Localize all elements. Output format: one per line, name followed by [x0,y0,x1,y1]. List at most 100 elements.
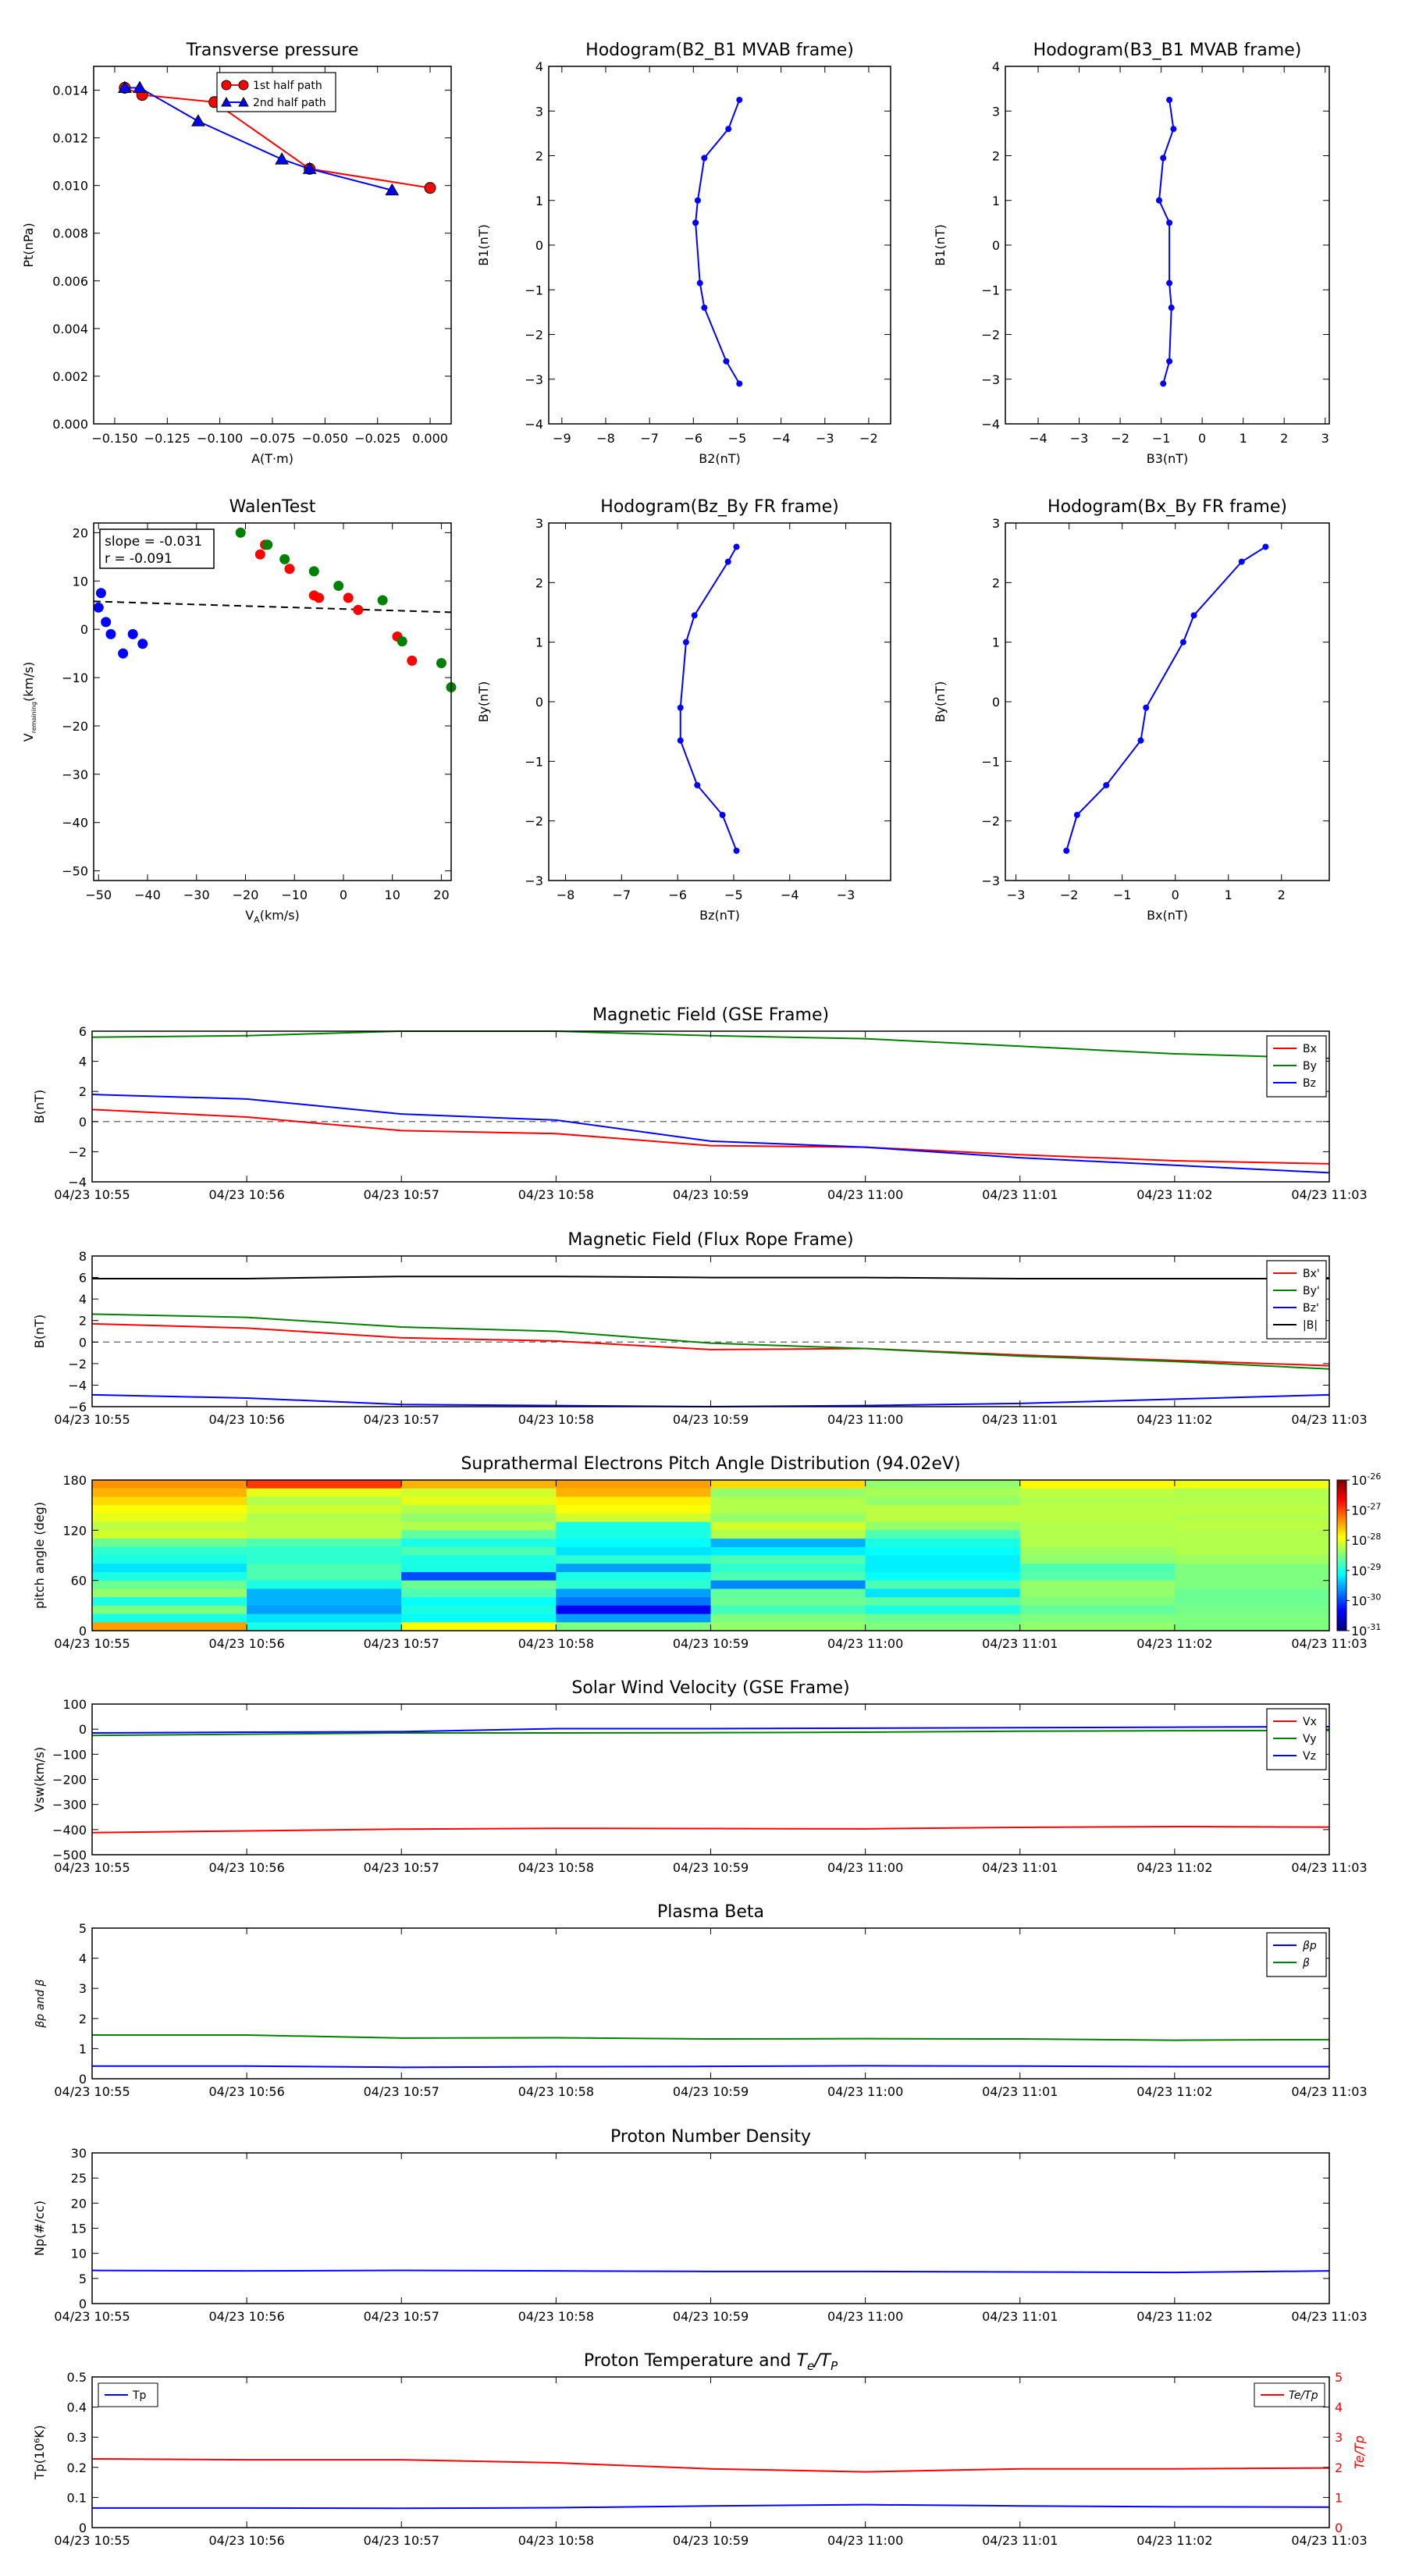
plot-frame [91,1927,1330,2080]
series-line-Tp [92,2503,1330,2510]
x-tick-label: 04/23 11:02 [1136,2309,1212,2324]
colorbar-segment [1337,1542,1346,1546]
heatmap-cell [401,1513,557,1523]
heatmap-cell [92,1546,247,1556]
y-tick-label: 2 [535,149,543,164]
series-line-Te/Tp [91,2457,1330,2473]
heatmap-cell [1019,1480,1176,1489]
x-tick-label: −0.025 [354,431,400,446]
colorbar-base: 10 [1351,1473,1367,1488]
heatmap-cell [1174,1521,1330,1531]
colorbar-segment [1337,1621,1346,1624]
heatmap-cell [556,1614,711,1623]
heatmap-cell [401,1555,557,1564]
legend-label: 2nd half path [253,97,326,109]
data-point [1238,558,1245,565]
colorbar-segment [1337,1625,1346,1629]
y-tick-label: 5 [79,1921,87,1936]
x-tick-label: 04/23 10:56 [208,1412,284,1427]
chart-title: WalenTest [229,497,316,517]
data-point [733,543,740,550]
colorbar-segment [1337,1500,1346,1503]
y-tick-label: −20 [62,719,88,734]
heatmap-cell [865,1555,1021,1564]
legend-label: 1st half path [253,80,322,92]
chart-title: Transverse pressure [186,41,359,60]
y-tick-label: 180 [62,1473,87,1488]
data-point [279,553,290,564]
chart-bgse: Magnetic Field (GSE Frame) −4 −2 0 2 4 6 04/23 … [32,1005,1368,1202]
y-tick-label: 0 [992,238,1000,253]
heatmap-cell [865,1521,1021,1531]
y-tick-label: 30 [71,2146,87,2161]
chart-hodo4: Hodogram(Bx_By FR frame) −3 −2 −1 0 1 2 3 −3 −2 −1… [933,497,1330,923]
colorbar-segment [1337,1557,1346,1561]
y-tick-label: −3 [525,372,543,387]
x-tick-label: 04/23 10:59 [673,1860,749,1875]
colorbar-segment [1337,1615,1346,1619]
plot-frame [93,522,452,881]
data-point [692,219,699,226]
colorbar-segment [1337,1567,1346,1571]
heatmap-cell [1174,1539,1330,1548]
legend-label: Vx [1303,1716,1317,1728]
heatmap-cell [247,1530,402,1539]
y-tick-label: −1 [981,754,1000,769]
x-axis-label: Bz(nT) [699,908,740,923]
heatmap-cell [92,1480,247,1489]
legend-label: By' [1303,1285,1320,1297]
plot-frame [548,522,891,881]
x-tick-label: 0 [1172,888,1179,902]
heatmap-cell [865,1539,1021,1548]
x-tick-label: 04/23 10:56 [208,1187,284,1202]
y-axis-label-text: By(nT) [476,681,491,723]
x-tick-label: −7 [640,431,659,446]
heatmap-cell [92,1521,247,1531]
heatmap-cell [556,1597,711,1606]
heatmap-cell [710,1614,866,1623]
heatmap-cell [1019,1564,1176,1573]
heatmap-cell [710,1505,866,1514]
series-line-Vz [91,1725,1330,1734]
heatmap-cell [865,1580,1021,1589]
x-tick-label: 04/23 11:02 [1136,1187,1212,1202]
y-tick-label: 0 [79,1722,87,1737]
chart-title: Suprathermal Electrons Pitch Angle Distr… [461,1454,960,1474]
y-tick-label: 0 [79,2072,87,2087]
colorbar-exponent: -29 [1367,1562,1381,1572]
heatmap-cell [865,1564,1021,1573]
legend-label: Vz [1303,1750,1316,1763]
series-line-Bx [91,1108,1330,1165]
x-tick-label: 04/23 10:55 [54,2084,130,2099]
colorbar-segment [1337,1497,1346,1501]
heatmap-cell [401,1496,557,1506]
heatmap-cell [1019,1496,1176,1506]
heatmap-cell [247,1546,402,1556]
x-tick-label: 2 [1278,888,1286,902]
x-tick-label: −4 [772,431,791,446]
heatmap-cell [710,1580,866,1589]
y-tick-label: 0 [80,622,88,637]
heatmap-cell [1019,1622,1176,1631]
x-tick-label: 04/23 10:59 [673,1636,749,1651]
y-tick-label: 0.010 [52,179,88,194]
data-point [1190,612,1197,619]
y-tick-label: −40 [62,816,88,831]
colorbar-segment [1337,1535,1346,1539]
x-tick-label: 04/23 11:01 [982,2084,1058,2099]
data-point [377,595,388,606]
colorbar-tick-label: 10-26 [1351,1471,1381,1488]
heatmap-cell [865,1488,1021,1497]
legend-marker [238,96,249,107]
heatmap-cell [401,1505,557,1514]
y-axis-label-v: V [21,733,36,742]
chart-title: Magnetic Field (GSE Frame) [592,1005,829,1025]
colorbar-segment [1337,1595,1346,1599]
y-tick-label: 0 [992,695,1000,710]
heatmap-cell [401,1622,557,1631]
legend-marker [238,80,249,91]
x-tick-label: 04/23 11:02 [1136,1412,1212,1427]
series-line-βp [92,2065,1329,2069]
data-point [1103,781,1110,788]
y-axis-label-text: B(nT) [32,1090,47,1123]
